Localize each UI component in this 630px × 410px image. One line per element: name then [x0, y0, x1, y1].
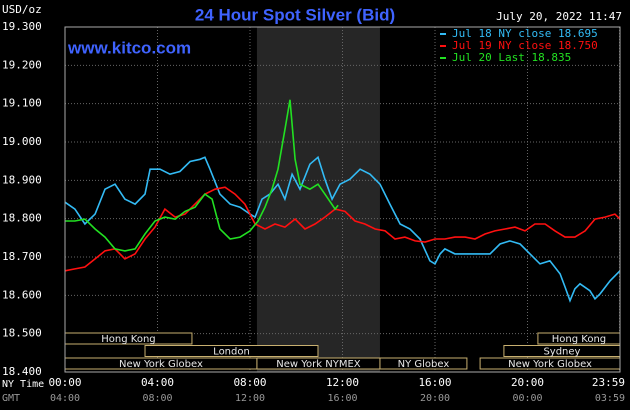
session-label: New York Globex — [508, 359, 592, 370]
session-label: New York NYMEX — [276, 359, 361, 370]
y-tick-label: 18.900 — [2, 173, 42, 186]
gmt-tick-label: 20:00 — [420, 393, 450, 404]
x-tick-label: 16:00 — [418, 376, 451, 389]
session-label: Hong Kong — [552, 334, 606, 345]
series-line — [64, 155, 621, 303]
legend-label: Jul 20 Last 18.835 — [452, 51, 571, 64]
x-tick-label: 08:00 — [233, 376, 266, 389]
y-tick-label: 19.100 — [2, 97, 42, 110]
series-line — [64, 186, 621, 272]
x-tick-label: 20:00 — [511, 376, 544, 389]
x-tick-label: 00:00 — [48, 376, 81, 389]
source: www.kitco.com — [67, 38, 191, 57]
gmt-tick-label: 03:59 — [595, 393, 625, 404]
gmt-tick-label: 00:00 — [512, 393, 542, 404]
y-tick-label: 19.200 — [2, 58, 42, 71]
y-tick-label: 19.300 — [2, 20, 42, 33]
x-tick-label: 12:00 — [326, 376, 359, 389]
gmt-tick-label: 08:00 — [142, 393, 172, 404]
plot-frame — [64, 26, 621, 373]
y-tick-label: 18.800 — [2, 212, 42, 225]
session-label: New York Globex — [119, 359, 203, 370]
highlight — [256, 27, 380, 372]
gmt-tick-label: 04:00 — [50, 393, 80, 404]
x-tick-label: 04:00 — [141, 376, 174, 389]
session-box — [144, 345, 319, 357]
y-tick-label: 18.600 — [2, 288, 42, 301]
legend-label: Jul 18 NY close 18.695 — [452, 27, 598, 40]
y-tick-label: 18.700 — [2, 250, 42, 263]
unit-label: USD/oz — [2, 3, 42, 16]
session-label: London — [213, 347, 250, 358]
session-box — [379, 357, 468, 370]
y-tick-label: 19.000 — [2, 135, 42, 148]
x-tick-label: 23:59 — [592, 376, 625, 389]
session-label: Sydney — [543, 347, 580, 358]
chart-title: 24 Hour Spot Silver (Bid) — [195, 5, 395, 24]
timestamp: July 20, 2022 11:47 — [496, 10, 622, 23]
gmt-tick-label: 16:00 — [327, 393, 357, 404]
session-label: Hong Kong — [101, 334, 155, 345]
legend-label: Jul 19 NY close 18.750 — [452, 39, 598, 52]
gmt-tick-label: 12:00 — [235, 393, 265, 404]
y-tick-label: 18.400 — [2, 365, 42, 378]
x-axis-label: NY Time — [2, 379, 44, 390]
x2-axis-label: GMT — [2, 393, 20, 404]
session-label: NY Globex — [398, 359, 450, 370]
y-tick-label: 18.500 — [2, 327, 42, 340]
series-line — [65, 99, 339, 252]
